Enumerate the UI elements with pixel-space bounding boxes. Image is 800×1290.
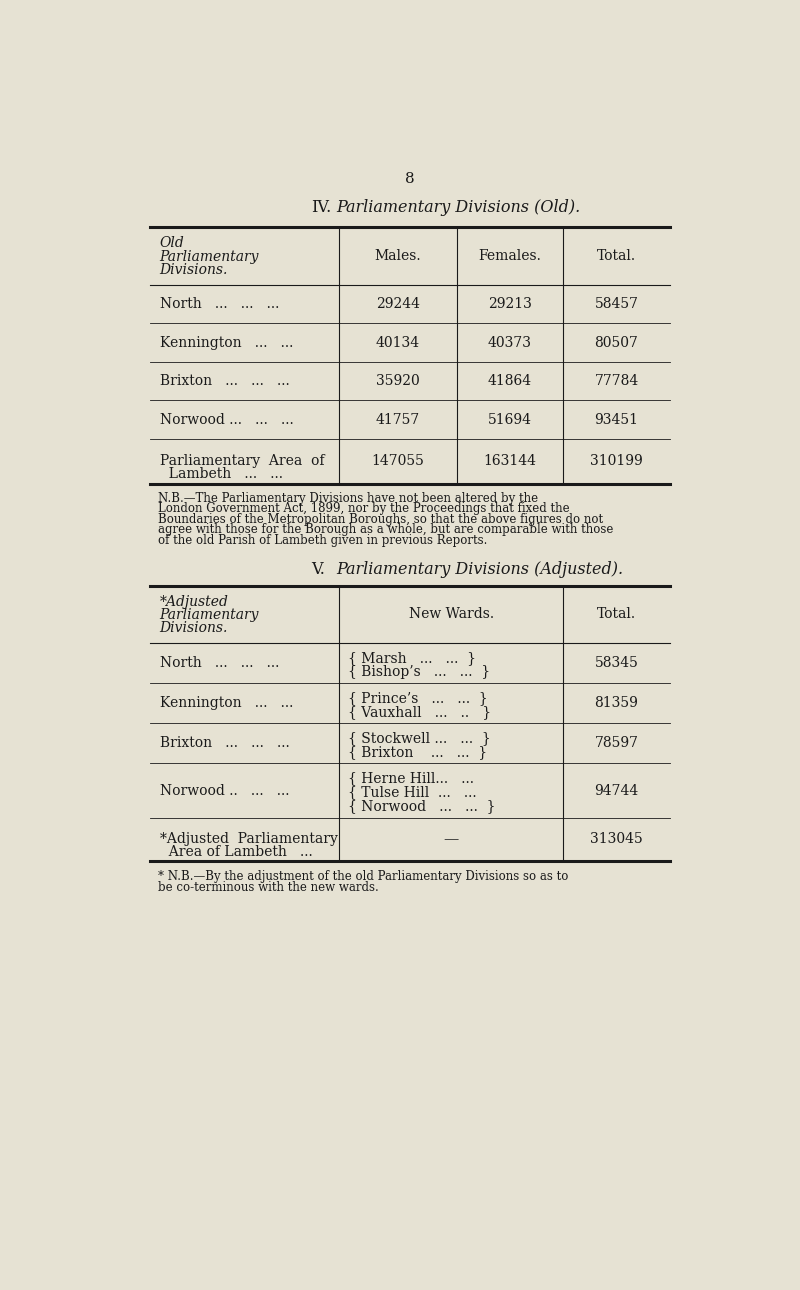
Text: 51694: 51694	[488, 413, 532, 427]
Text: 41757: 41757	[375, 413, 420, 427]
Text: 80507: 80507	[594, 335, 638, 350]
Text: 313045: 313045	[590, 832, 643, 846]
Text: { Tulse Hill  ...   ...: { Tulse Hill ... ...	[348, 786, 477, 800]
Text: Area of Lambeth   ...: Area of Lambeth ...	[160, 845, 313, 859]
Text: Norwood ...   ...   ...: Norwood ... ... ...	[160, 413, 294, 427]
Text: V.: V.	[310, 561, 325, 578]
Text: { Marsh   ...   ...  }: { Marsh ... ... }	[348, 651, 476, 666]
Text: North   ...   ...   ...: North ... ... ...	[160, 297, 279, 311]
Text: London Government Act, 1899, nor by the Proceedings that fixed the: London Government Act, 1899, nor by the …	[158, 502, 570, 516]
Text: 29244: 29244	[376, 297, 420, 311]
Text: { Herne Hill...   ...: { Herne Hill... ...	[348, 771, 474, 786]
Text: *Adjusted  Parliamentary: *Adjusted Parliamentary	[160, 832, 338, 846]
Text: * N.B.—By the adjustment of the old Parliamentary Divisions so as to: * N.B.—By the adjustment of the old Parl…	[158, 869, 569, 882]
Text: 77784: 77784	[594, 374, 638, 388]
Text: 58345: 58345	[594, 657, 638, 671]
Text: Lambeth   ...   ...: Lambeth ... ...	[160, 467, 282, 481]
Text: Brixton   ...   ...   ...: Brixton ... ... ...	[160, 737, 290, 751]
Text: Kennington   ...   ...: Kennington ... ...	[160, 335, 293, 350]
Text: Boundaries of the Metropolitan Boroughs, so that the above figures do not: Boundaries of the Metropolitan Boroughs,…	[158, 513, 603, 526]
Text: New Wards.: New Wards.	[409, 608, 494, 622]
Text: Divisions.: Divisions.	[160, 620, 228, 635]
Text: North   ...   ...   ...: North ... ... ...	[160, 657, 279, 671]
Text: Old: Old	[160, 236, 185, 250]
Text: Males.: Males.	[374, 249, 421, 263]
Text: 58457: 58457	[594, 297, 638, 311]
Text: 35920: 35920	[376, 374, 419, 388]
Text: Parliamentary Divisions (Adjusted).: Parliamentary Divisions (Adjusted).	[336, 561, 623, 578]
Text: Total.: Total.	[597, 608, 636, 622]
Text: Total.: Total.	[597, 249, 636, 263]
Text: { Vauxhall   ...   ..   }: { Vauxhall ... .. }	[348, 704, 491, 719]
Text: Parliamentary  Area  of: Parliamentary Area of	[160, 454, 324, 468]
Text: agree with those for the Borough as a whole, but are comparable with those: agree with those for the Borough as a wh…	[158, 524, 614, 537]
Text: —: —	[443, 832, 458, 846]
Text: 93451: 93451	[594, 413, 638, 427]
Text: IV.: IV.	[310, 200, 331, 217]
Text: 310199: 310199	[590, 454, 643, 468]
Text: { Brixton    ...   ...  }: { Brixton ... ... }	[348, 746, 487, 759]
Text: { Stockwell ...   ...  }: { Stockwell ... ... }	[348, 731, 490, 746]
Text: Divisions.: Divisions.	[160, 263, 228, 276]
Text: Kennington   ...   ...: Kennington ... ...	[160, 697, 293, 711]
Text: N.B.—The Parliamentary Divisions have not been altered by the: N.B.—The Parliamentary Divisions have no…	[158, 491, 538, 506]
Text: Parliamentary: Parliamentary	[160, 249, 259, 263]
Text: 40134: 40134	[375, 335, 420, 350]
Text: 94744: 94744	[594, 784, 638, 797]
Text: be co-terminous with the new wards.: be co-terminous with the new wards.	[158, 881, 379, 894]
Text: Brixton   ...   ...   ...: Brixton ... ... ...	[160, 374, 290, 388]
Text: { Prince’s   ...   ...  }: { Prince’s ... ... }	[348, 691, 488, 706]
Text: Parliamentary Divisions (Old).: Parliamentary Divisions (Old).	[336, 200, 581, 217]
Text: of the old Parish of Lambeth given in previous Reports.: of the old Parish of Lambeth given in pr…	[158, 534, 487, 547]
Text: 78597: 78597	[594, 737, 638, 751]
Text: 81359: 81359	[594, 697, 638, 711]
Text: { Bishop’s   ...   ...  }: { Bishop’s ... ... }	[348, 664, 490, 679]
Text: 41864: 41864	[488, 374, 532, 388]
Text: { Norwood   ...   ...  }: { Norwood ... ... }	[348, 800, 495, 813]
Text: *Adjusted: *Adjusted	[160, 595, 229, 609]
Text: Parliamentary: Parliamentary	[160, 608, 259, 622]
Text: 147055: 147055	[371, 454, 424, 468]
Text: 40373: 40373	[488, 335, 532, 350]
Text: 29213: 29213	[488, 297, 532, 311]
Text: Females.: Females.	[478, 249, 542, 263]
Text: 8: 8	[405, 172, 415, 186]
Text: 163144: 163144	[483, 454, 537, 468]
Text: Norwood ..   ...   ...: Norwood .. ... ...	[160, 784, 289, 797]
